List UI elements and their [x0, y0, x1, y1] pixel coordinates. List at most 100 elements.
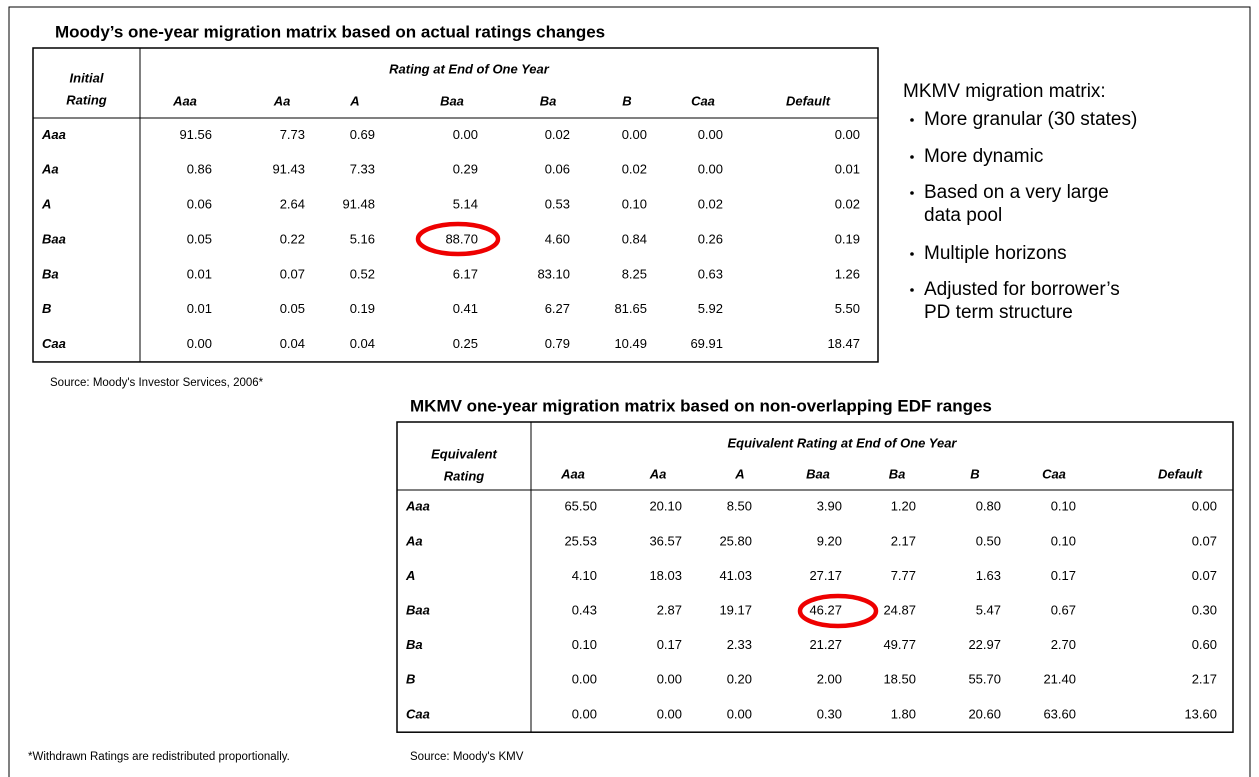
cell: 36.57 [649, 533, 682, 548]
corner-label: Rating [444, 468, 485, 483]
cell: 0.10 [1051, 499, 1076, 514]
bullet [910, 191, 914, 195]
cell: 0.04 [280, 336, 305, 351]
bullet [910, 288, 914, 292]
cell: 13.60 [1184, 706, 1217, 721]
cell: 18.03 [649, 568, 682, 583]
cell: 0.06 [545, 162, 570, 177]
cell: 0.00 [572, 706, 597, 721]
cell: 0.19 [835, 231, 860, 246]
cell: 0.00 [835, 127, 860, 142]
column-header: B [622, 93, 631, 108]
cell: 0.29 [453, 162, 478, 177]
cell: 0.63 [698, 266, 723, 281]
cell: 8.25 [622, 266, 647, 281]
corner-label: Rating [66, 92, 107, 107]
cell: 0.10 [572, 637, 597, 652]
cell: 0.06 [187, 197, 212, 212]
cell: 0.04 [350, 336, 375, 351]
cell: 83.10 [537, 266, 570, 281]
cell: 0.43 [572, 603, 597, 618]
cell: 20.60 [968, 706, 1001, 721]
row-label: Ba [406, 637, 423, 652]
cell: 0.52 [350, 266, 375, 281]
cell: 0.05 [280, 301, 305, 316]
cell: 0.25 [453, 336, 478, 351]
cell: 19.17 [719, 603, 752, 618]
cell: 0.00 [698, 162, 723, 177]
column-header: B [970, 466, 979, 481]
cell: 7.33 [350, 162, 375, 177]
row-label: Aa [405, 533, 423, 548]
bullet [910, 155, 914, 159]
column-header: Ba [889, 466, 906, 481]
highlight [797, 593, 879, 629]
cell: 0.01 [187, 301, 212, 316]
cell: 0.60 [1192, 637, 1217, 652]
cell: 0.01 [187, 266, 212, 281]
note-text: PD term structure [924, 302, 1073, 323]
cell: 9.20 [817, 533, 842, 548]
cell: 25.53 [564, 533, 597, 548]
cell: 0.02 [698, 197, 723, 212]
cell: 0.30 [817, 706, 842, 721]
note-text: More dynamic [924, 146, 1043, 167]
cell: 5.14 [453, 197, 478, 212]
cell: 41.03 [719, 568, 752, 583]
cell: 5.92 [698, 301, 723, 316]
cell: 2.33 [727, 637, 752, 652]
group-header: Equivalent Rating at End of One Year [728, 435, 958, 450]
cell: 1.63 [976, 568, 1001, 583]
cell: 91.56 [179, 127, 212, 142]
cell: 0.07 [1192, 533, 1217, 548]
table1-source: Source: Moody's Investor Services, 2006* [50, 377, 264, 389]
cell: 27.17 [809, 568, 842, 583]
cell: 0.80 [976, 499, 1001, 514]
notes-heading: MKMV migration matrix: [903, 81, 1106, 102]
cell: 63.60 [1043, 706, 1076, 721]
cell: 2.70 [1051, 637, 1076, 652]
cell: 6.27 [545, 301, 570, 316]
row-label: Aaa [405, 499, 430, 514]
cell: 0.00 [657, 672, 682, 687]
cell: 25.80 [719, 533, 752, 548]
cell: 0.05 [187, 231, 212, 246]
row-label: B [42, 301, 51, 316]
cell: 2.17 [891, 533, 916, 548]
cell: 0.53 [545, 197, 570, 212]
cell: 0.00 [453, 127, 478, 142]
cell: 81.65 [614, 301, 647, 316]
cell: 0.79 [545, 336, 570, 351]
column-header: Default [1158, 466, 1203, 481]
cell: 0.17 [657, 637, 682, 652]
cell: 0.26 [698, 231, 723, 246]
cell: 2.17 [1192, 672, 1217, 687]
cell: 0.30 [1192, 603, 1217, 618]
note-text: More granular (30 states) [924, 109, 1137, 130]
cell: 7.77 [891, 568, 916, 583]
footnote: *Withdrawn Ratings are redistributed pro… [28, 751, 290, 763]
cell: 0.02 [545, 127, 570, 142]
cell: 7.73 [280, 127, 305, 142]
cell: 5.50 [835, 301, 860, 316]
cell: 0.50 [976, 533, 1001, 548]
column-header: Baa [440, 93, 464, 108]
cell: 0.00 [1192, 499, 1217, 514]
cell: 1.20 [891, 499, 916, 514]
cell: 0.86 [187, 162, 212, 177]
cell: 0.07 [1192, 568, 1217, 583]
cell: 0.10 [1051, 533, 1076, 548]
cell: 6.17 [453, 266, 478, 281]
column-header: Aaa [172, 93, 197, 108]
cell: 0.00 [657, 706, 682, 721]
cell: 21.27 [809, 637, 842, 652]
row-label: A [41, 197, 51, 212]
column-header: Aaa [560, 466, 585, 481]
cell: 0.22 [280, 231, 305, 246]
cell: 0.00 [727, 706, 752, 721]
column-header: Ba [540, 93, 557, 108]
row-label: A [405, 568, 415, 583]
note-text: data pool [924, 205, 1002, 226]
row-label: Aa [41, 162, 59, 177]
